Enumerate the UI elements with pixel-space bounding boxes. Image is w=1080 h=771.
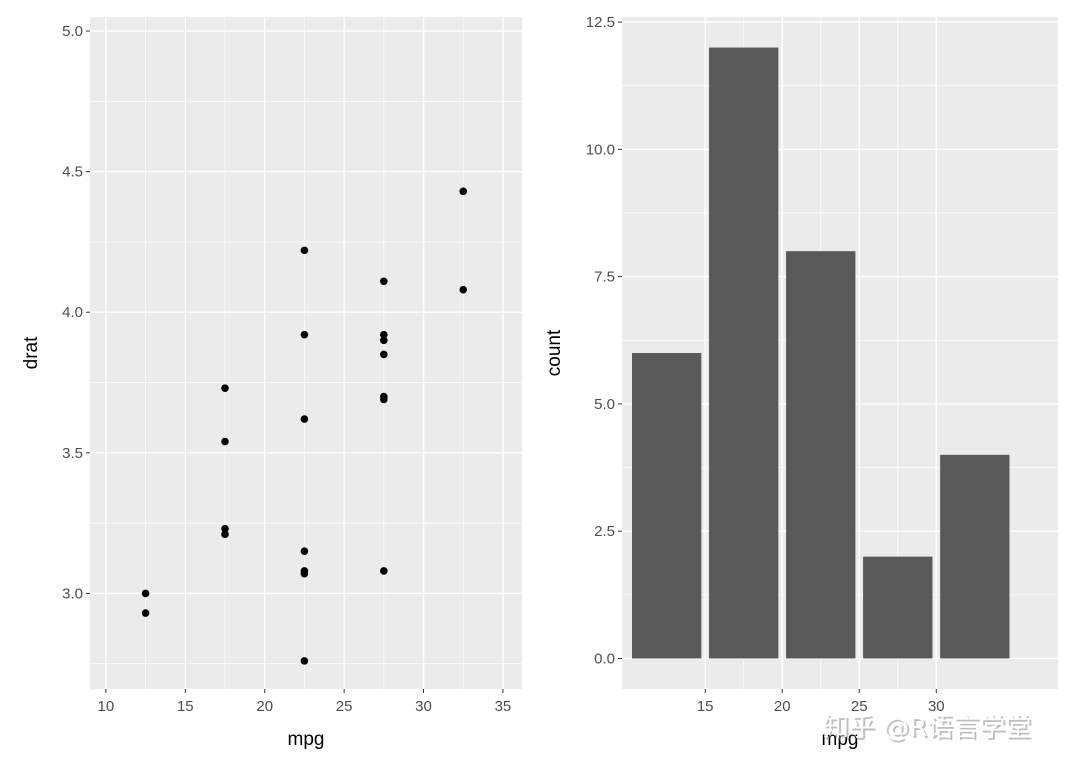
scatter-point — [141, 589, 150, 598]
scatter-x-tick-label: 10 — [98, 698, 115, 715]
scatter-point — [141, 609, 150, 617]
scatter-point — [300, 246, 309, 255]
scatter-x-tick-label: 35 — [495, 698, 512, 715]
scatter-point — [300, 569, 309, 578]
scatter-point — [221, 384, 229, 392]
histogram-y-tick-label: 12.5 — [586, 14, 615, 31]
scatter-x-tick-label: 20 — [256, 698, 273, 715]
scatter-point — [380, 336, 388, 345]
scatter-point — [300, 330, 309, 339]
scatter-y-tick-label: 5.0 — [62, 23, 83, 40]
scatter-y-axis-title: drat — [21, 336, 42, 369]
scatter-point — [300, 657, 309, 665]
histogram-bar — [940, 454, 1010, 659]
histogram-x-tick-label: 20 — [774, 698, 791, 715]
histogram-y-tick-label: 0.0 — [594, 650, 615, 667]
histogram-y-tick-label: 10.0 — [586, 141, 615, 158]
scatter-x-axis-title: mpg — [288, 729, 325, 750]
histogram-bar — [709, 47, 779, 659]
histogram-x-axis: 15 20 25 30 — [697, 689, 945, 715]
histogram-x-axis-title: mpg — [822, 729, 859, 750]
scatter-y-axis: 3.0 3.5 4.0 4.5 5.0 — [62, 23, 90, 602]
scatter-point — [380, 277, 388, 286]
histogram-y-axis: 0.0 2.5 5.0 7.5 10.0 12.5 — [586, 14, 622, 667]
scatter-point — [221, 530, 229, 539]
scatter-x-axis: 10 15 20 25 30 35 — [98, 689, 512, 715]
scatter-point — [221, 437, 229, 446]
scatter-x-tick-label: 30 — [415, 698, 432, 715]
scatter-points — [141, 187, 468, 665]
scatter-x-tick-label: 25 — [336, 698, 353, 715]
histogram-y-tick-label: 7.5 — [594, 269, 615, 286]
scatter-point — [380, 350, 388, 359]
histogram-bar — [863, 556, 933, 659]
scatter-point — [300, 415, 309, 423]
scatter-x-tick-label: 15 — [177, 698, 194, 715]
watermark-shadow: 知乎 @R语言学堂 — [825, 715, 1033, 745]
histogram-bar — [786, 251, 856, 659]
scatter-point — [459, 187, 468, 196]
scatter-point — [380, 330, 388, 339]
histogram-y-axis-title: count — [544, 329, 565, 376]
histogram-bar — [632, 353, 702, 659]
watermark-text: 知乎 @R语言学堂 — [823, 713, 1031, 743]
scatter-plot-background — [90, 17, 522, 689]
scatter-gridlines — [90, 17, 522, 689]
scatter-point — [380, 395, 388, 404]
histogram-x-tick-label: 25 — [851, 698, 868, 715]
scatter-y-tick-label: 3.0 — [62, 585, 83, 602]
scatter-point — [380, 567, 388, 575]
histogram-y-tick-label: 2.5 — [594, 523, 615, 540]
scatter-y-tick-label: 4.0 — [62, 304, 83, 321]
histogram-panel: 15 20 25 30 0.0 2.5 5.0 7.5 10.0 12.5 mpg count — [544, 14, 1058, 750]
histogram-x-tick-label: 30 — [928, 698, 945, 715]
scatter-point — [221, 524, 229, 533]
scatter-y-tick-label: 4.5 — [62, 164, 83, 181]
scatter-point — [300, 547, 309, 556]
scatter-point — [459, 285, 468, 294]
histogram-y-tick-label: 5.0 — [594, 396, 615, 413]
histogram-x-tick-label: 15 — [697, 698, 714, 715]
scatter-panel: 10 15 20 25 30 35 3.0 3.5 4.0 4.5 5.0 mpg drat — [21, 17, 522, 750]
histogram-bars — [632, 47, 1010, 659]
scatter-y-tick-label: 3.5 — [62, 445, 83, 462]
